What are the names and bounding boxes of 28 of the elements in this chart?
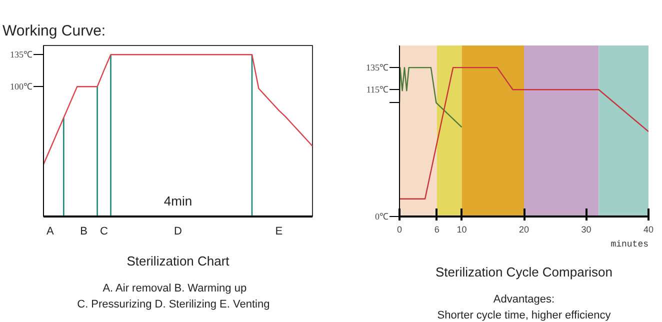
text: Sterilization Chart: [126, 254, 230, 268]
x-tick-label: D: [174, 226, 182, 238]
x-tick-label: E: [275, 226, 283, 238]
x-tick-label: A: [46, 226, 55, 238]
text: C. Pressurizing D. Sterilizing E. Venting: [77, 298, 270, 310]
line-series: [400, 66, 462, 128]
line-series: [44, 54, 312, 165]
x-tick-label: C: [100, 226, 108, 238]
x-axis-title: 4min: [164, 194, 192, 208]
line-series: [400, 66, 648, 200]
x-tick-label: 40: [643, 224, 654, 234]
y-tick-label: 0℃: [375, 212, 388, 222]
x-tick-label: B: [80, 226, 88, 238]
x-tick-label: 20: [518, 224, 530, 234]
text: A. Air removal B. Warming up: [102, 282, 247, 294]
chart-title: Working Curve:: [2, 22, 106, 40]
x-tick-label: 0: [396, 224, 402, 234]
x-tick-label: 30: [581, 224, 592, 234]
x-axis-title: minutes: [610, 240, 649, 250]
text: Shorter cycle time, higher efficiency: [437, 310, 612, 322]
text: Advantages:: [493, 294, 555, 306]
text: Sterilization Cycle Comparison: [435, 264, 613, 280]
x-tick-label: 6: [434, 224, 440, 234]
x-tick-label: 10: [456, 224, 467, 234]
y-tick-label: 100℃: [10, 82, 32, 92]
y-tick-label: 135℃: [366, 62, 388, 73]
y-tick-label: 135℃: [10, 50, 32, 60]
y-tick-label: 115℃: [366, 84, 389, 95]
